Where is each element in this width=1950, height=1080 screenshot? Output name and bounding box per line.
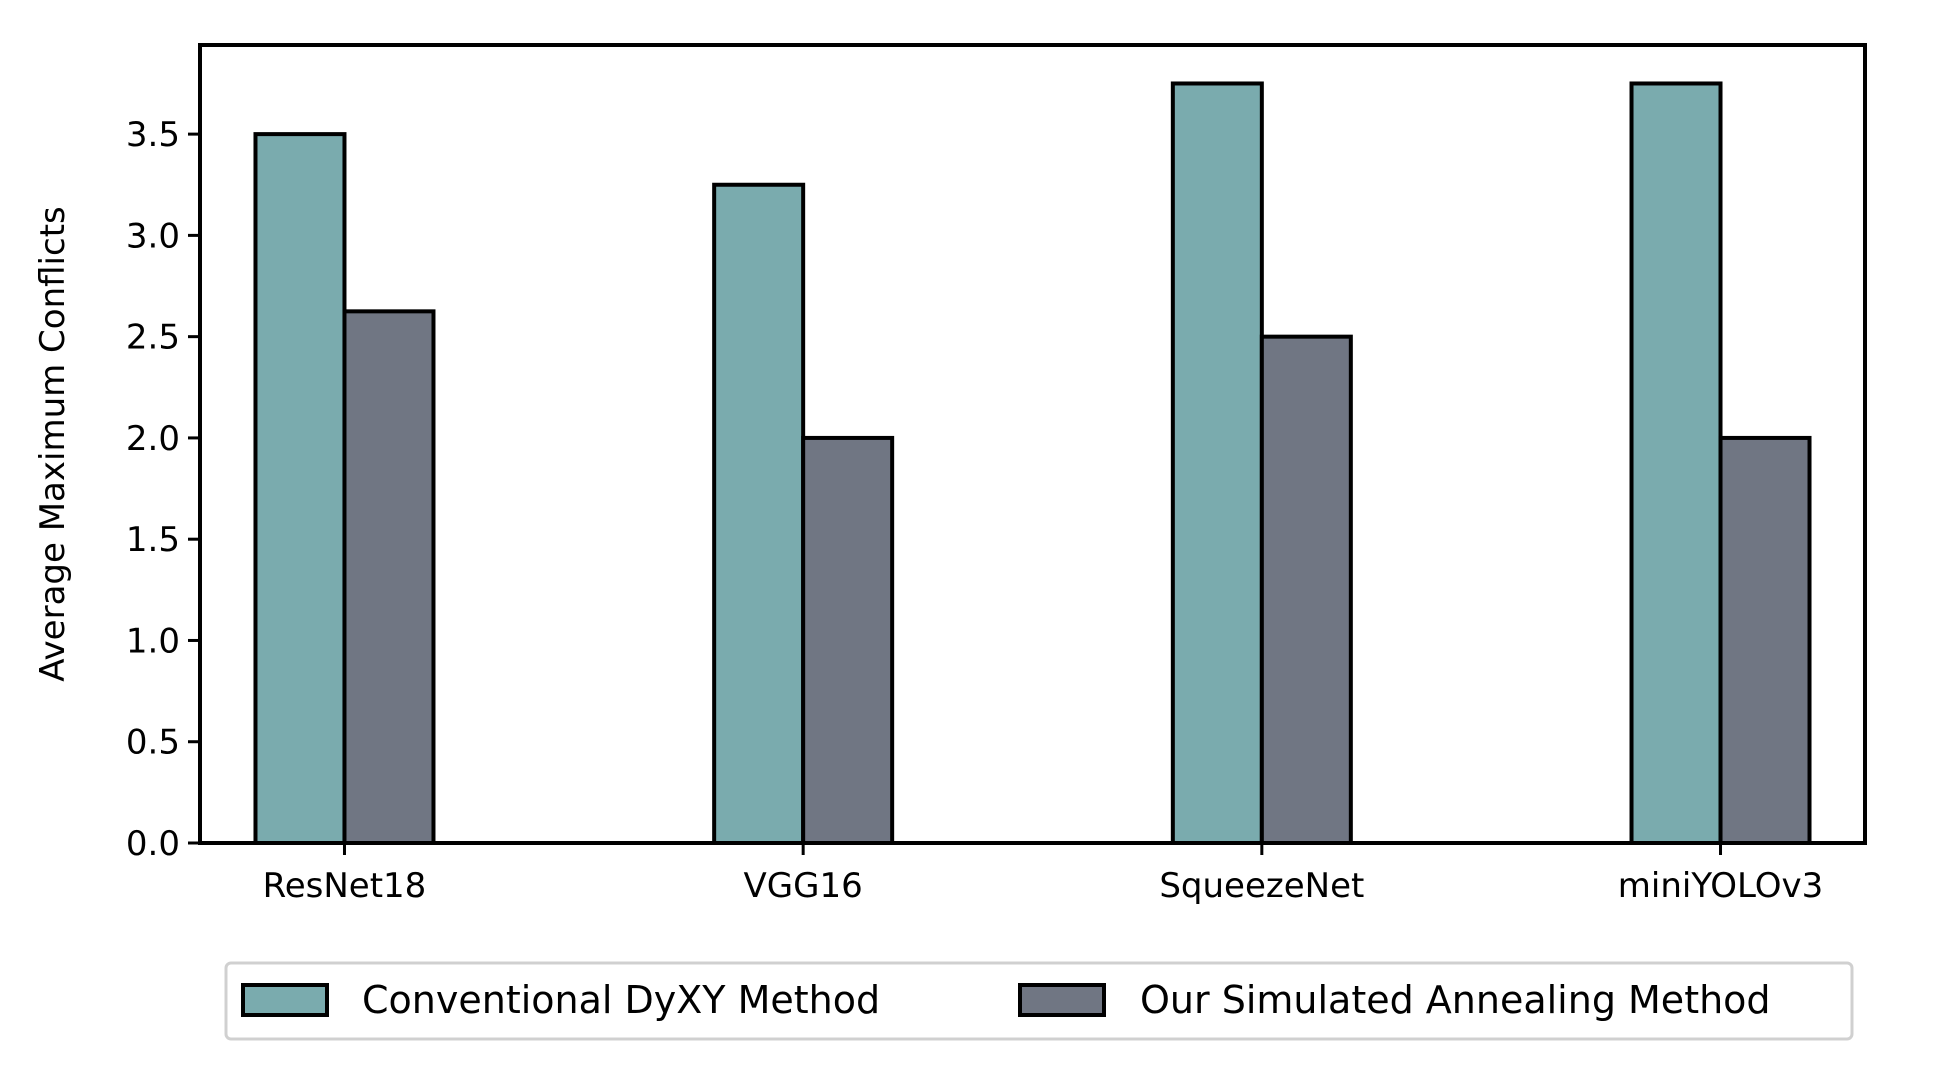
y-tick-label: 2.0: [126, 419, 180, 459]
y-tick-label: 2.5: [126, 318, 180, 358]
bar-conventional-vgg16: [712, 182, 806, 845]
y-axis-label: Average Maximum Conflicts: [33, 206, 73, 681]
bar-conventional-squeezenet: [1170, 81, 1264, 845]
y-tick-label: 1.5: [126, 520, 180, 560]
legend-swatch-annealing: [1018, 983, 1106, 1017]
y-tick-label: 0.0: [126, 824, 180, 864]
legend-swatch-conventional: [241, 983, 329, 1017]
y-tick-label: 3.0: [126, 216, 180, 256]
bar-conventional-miniyolov3: [1629, 81, 1723, 845]
x-tick-label: miniYOLOv3: [1618, 866, 1823, 906]
y-tick-label: 3.5: [126, 115, 180, 155]
bars-layer: [253, 81, 1812, 845]
bar-annealing-squeezenet: [1259, 334, 1353, 845]
plot-frame: [198, 43, 1867, 845]
x-axis: ResNet18 VGG16 SqueezeNet miniYOLOv3: [263, 843, 1823, 906]
x-tick-label: SqueezeNet: [1159, 866, 1364, 906]
x-tick-label: VGG16: [744, 866, 863, 906]
legend: Conventional DyXY Method Our Simulated An…: [224, 961, 1854, 1041]
bar-annealing-resnet18: [342, 309, 436, 845]
y-axis: 0.0 0.5 1.0 1.5 2.0 2.5 3.0 3.5: [126, 115, 200, 864]
x-tick-label: ResNet18: [263, 866, 427, 906]
legend-label-conventional: Conventional DyXY Method: [362, 978, 880, 1022]
bar-annealing-miniyolov3: [1718, 435, 1812, 845]
y-tick-label: 1.0: [126, 621, 180, 661]
y-tick-label: 0.5: [126, 723, 180, 763]
bar-conventional-resnet18: [253, 132, 347, 845]
bar-annealing-vgg16: [801, 435, 895, 845]
legend-label-annealing: Our Simulated Annealing Method: [1140, 978, 1771, 1022]
